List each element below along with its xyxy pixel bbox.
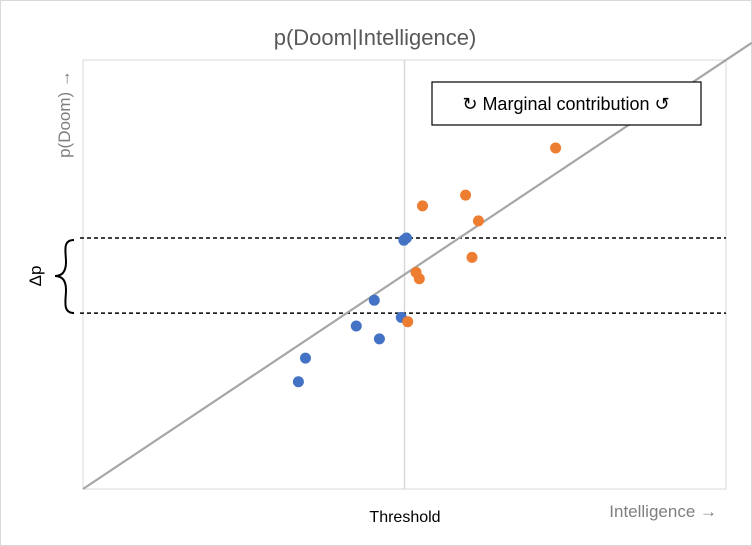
- delta-label: Δp: [26, 266, 45, 287]
- scatter-point-s1-3: [350, 320, 362, 332]
- chart-title: p(Doom|Intelligence): [274, 25, 477, 50]
- threshold-label: Threshold: [369, 509, 440, 526]
- scatter-point-s1-4: [368, 294, 380, 306]
- scatter-point-s2-3: [413, 273, 425, 285]
- scatter-point-s2-6: [466, 251, 478, 263]
- scatter-point-s1-2: [299, 352, 311, 364]
- y-axis-label: p(Doom) →: [55, 70, 74, 158]
- scatter-point-s2-1: [402, 316, 414, 328]
- x-axis-label: Intelligence →: [609, 502, 717, 521]
- annotation-box: [431, 81, 702, 126]
- scatter-point-s1-1: [292, 376, 304, 388]
- scatter-point-s2-7: [472, 215, 484, 227]
- scatter-point-s1-5: [373, 333, 385, 345]
- scatter-point-s2-5: [460, 189, 472, 201]
- scatter-point-s2-8: [550, 142, 562, 154]
- scatter-point-s2-4: [417, 200, 429, 212]
- annotation-text: ↻ Marginal contribution ↺: [462, 94, 669, 114]
- scatter-point-s1-8: [400, 232, 412, 244]
- delta-brace: [54, 239, 75, 314]
